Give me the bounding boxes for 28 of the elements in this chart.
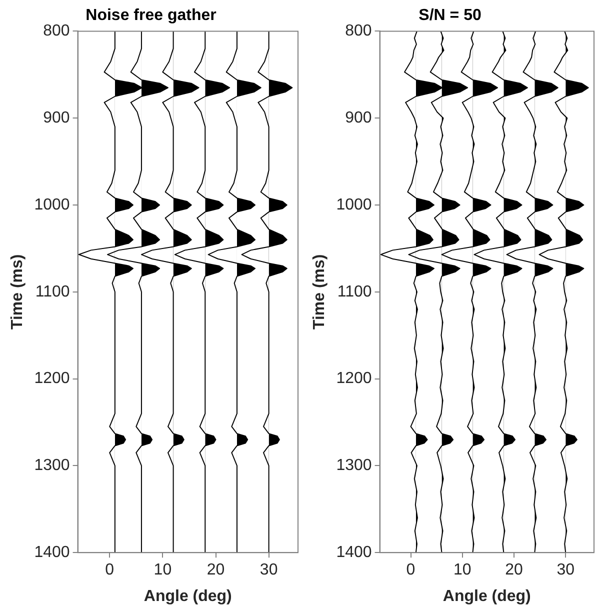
y-axis-title: Time (ms) [311, 254, 328, 330]
x-axis-title: Angle (deg) [144, 588, 232, 605]
y-tick-label: 900 [345, 110, 372, 127]
y-tick-label: 800 [43, 22, 70, 40]
chart-title: Noise free gather [86, 7, 216, 24]
y-tick-label: 1300 [336, 457, 372, 474]
x-tick-label: 20 [206, 562, 225, 579]
y-tick-label: 1400 [34, 544, 70, 562]
y-tick-label: 1100 [337, 283, 372, 300]
y-tick-label: 1200 [336, 370, 372, 388]
y-tick-label: 1000 [336, 196, 372, 214]
x-tick-label: 0 [406, 562, 416, 579]
x-tick-label: 20 [505, 562, 523, 579]
x-tick-label: 30 [260, 562, 278, 579]
y-tick-label: 1100 [35, 283, 70, 300]
y-tick-label: 1300 [34, 457, 70, 474]
y-axis-title: Time (ms) [9, 254, 26, 330]
x-tick-label: 0 [105, 562, 114, 579]
y-tick-label: 1000 [34, 196, 70, 214]
y-tick-label: 800 [345, 22, 372, 40]
x-tick-label: 10 [453, 562, 472, 579]
y-tick-label: 1200 [34, 370, 70, 388]
y-tick-label: 900 [43, 110, 70, 127]
chart-title: S/N = 50 [418, 7, 482, 24]
x-axis-title: Angle (deg) [442, 588, 531, 605]
x-tick-label: 10 [154, 562, 172, 579]
y-tick-label: 1400 [336, 544, 372, 562]
x-tick-label: 30 [556, 562, 575, 579]
